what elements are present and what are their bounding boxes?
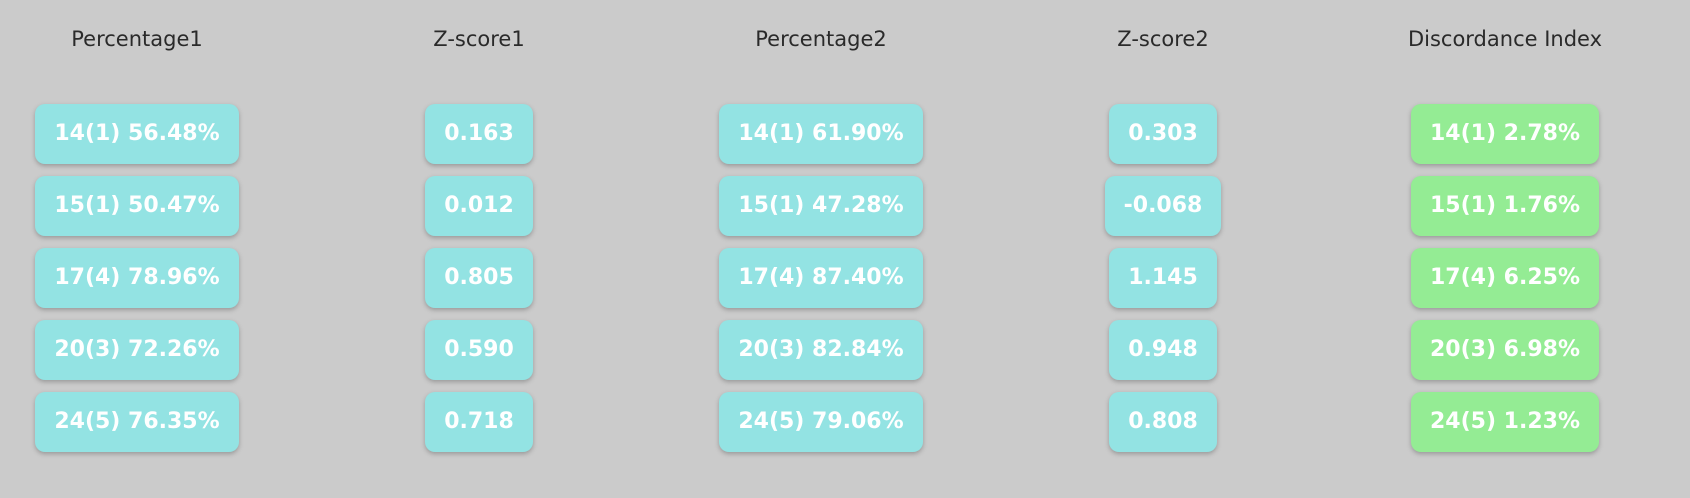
column-header: Discordance Index: [1407, 27, 1603, 51]
column-header: Percentage1: [71, 27, 203, 51]
column-header: Z-score1: [433, 27, 525, 51]
column-cells: 14(1) 2.78% 15(1) 1.76% 17(4) 6.25% 20(3…: [1410, 104, 1599, 452]
value-cell: 20(3) 6.98%: [1410, 320, 1599, 380]
value-cell: 0.805: [425, 248, 533, 308]
column-header: Percentage2: [755, 27, 887, 51]
value-cell: 0.808: [1109, 392, 1217, 452]
value-cell: -0.068: [1104, 176, 1222, 236]
value-cell: 1.145: [1109, 248, 1217, 308]
value-cell: 0.590: [425, 320, 533, 380]
value-cell: 14(1) 2.78%: [1410, 104, 1599, 164]
column-percentage1: Percentage1 14(1) 56.48% 15(1) 50.47% 17…: [0, 0, 287, 452]
value-cell: 15(1) 47.28%: [719, 176, 923, 236]
column-discordance-index: Discordance Index 14(1) 2.78% 15(1) 1.76…: [1355, 0, 1655, 452]
value-cell: 20(3) 72.26%: [35, 320, 239, 380]
column-cells: 0.303 -0.068 1.145 0.948 0.808: [1104, 104, 1222, 452]
value-cell: 15(1) 50.47%: [35, 176, 239, 236]
value-cell: 0.718: [425, 392, 533, 452]
value-cell: 17(4) 87.40%: [719, 248, 923, 308]
value-cell: 17(4) 78.96%: [35, 248, 239, 308]
value-cell: 24(5) 1.23%: [1410, 392, 1599, 452]
value-cell: 0.303: [1109, 104, 1217, 164]
value-cell: 24(5) 79.06%: [719, 392, 923, 452]
value-cell: 14(1) 56.48%: [35, 104, 239, 164]
value-cell: 14(1) 61.90%: [719, 104, 923, 164]
column-percentage2: Percentage2 14(1) 61.90% 15(1) 47.28% 17…: [671, 0, 971, 452]
value-cell: 24(5) 76.35%: [35, 392, 239, 452]
column-zscore2: Z-score2 0.303 -0.068 1.145 0.948 0.808: [1013, 0, 1313, 452]
value-cell: 0.163: [425, 104, 533, 164]
value-cell: 0.012: [425, 176, 533, 236]
column-cells: 14(1) 56.48% 15(1) 50.47% 17(4) 78.96% 2…: [35, 104, 239, 452]
value-cell: 17(4) 6.25%: [1410, 248, 1599, 308]
value-cell: 15(1) 1.76%: [1410, 176, 1599, 236]
column-zscore1: Z-score1 0.163 0.012 0.805 0.590 0.718: [329, 0, 629, 452]
column-cells: 0.163 0.012 0.805 0.590 0.718: [425, 104, 533, 452]
value-cell: 20(3) 82.84%: [719, 320, 923, 380]
column-header: Z-score2: [1117, 27, 1209, 51]
value-cell: 0.948: [1109, 320, 1217, 380]
column-cells: 14(1) 61.90% 15(1) 47.28% 17(4) 87.40% 2…: [719, 104, 923, 452]
